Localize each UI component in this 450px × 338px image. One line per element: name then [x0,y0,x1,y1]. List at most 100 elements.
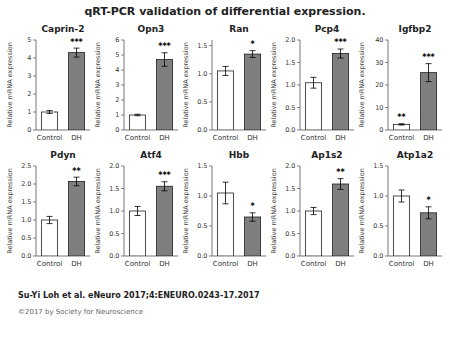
error-line [252,213,253,221]
y-tick [385,196,388,197]
panel: Opn3Relative mRNA expression0123456***Co… [94,24,178,142]
y-tick [33,184,36,185]
y-tick-label: 2.0 [21,180,31,188]
y-tick-label: 20 [375,81,383,89]
y-axis-label: Relative mRNA expression [358,42,366,128]
x-tick-label: Control [389,134,414,142]
bar [420,213,436,256]
y-tick [121,115,124,116]
y-axis-label: Relative mRNA expression [182,42,190,128]
y-tick [209,166,212,167]
x-tick-label: DH [423,260,434,268]
marks [217,51,260,130]
bar [217,71,233,130]
y-tick-label: 40 [375,36,383,44]
y-tick [297,107,300,108]
error-line [164,53,165,67]
y-tick-label: 1.0 [21,216,31,224]
bar [332,54,348,131]
y-tick-label: 30 [375,59,383,67]
y-tick-label: 0 [27,126,31,134]
x-tick-label: Control [125,134,150,142]
bar [41,112,57,130]
marks [41,177,84,256]
error-cap [74,185,80,186]
error-bar [47,111,53,114]
error-line [252,51,253,58]
bar [332,184,348,256]
y-tick [385,130,388,131]
error-line [340,179,341,190]
bar [305,83,321,130]
error-bar [162,182,168,191]
bar [41,220,57,256]
panel: Ap1s2Relative mRNA expression0.00.51.01.… [270,150,354,268]
x-tick-label: DH [423,134,434,142]
x-tick-label: Control [301,260,326,268]
background [0,0,450,338]
error-cap [135,115,141,116]
error-cap [311,88,317,89]
y-tick-label: 5 [115,51,119,59]
y-tick [209,130,212,131]
y-tick [121,256,124,257]
y-tick [33,112,36,113]
error-cap [426,218,432,219]
y-tick [209,196,212,197]
y-axis [388,166,389,256]
y-axis-label: Relative mRNA expression [358,168,366,254]
y-tick [121,70,124,71]
bar [305,211,321,256]
y-tick [33,94,36,95]
error-cap [162,66,168,67]
bar [156,186,172,256]
y-axis [212,166,213,256]
error-cap [74,48,80,49]
y-tick-label: 1.5 [285,185,295,193]
error-cap [223,66,229,67]
error-bar [223,182,229,204]
y-tick [33,202,36,203]
y-tick-label: 5 [27,36,31,44]
y-axis [388,40,389,130]
y-tick [209,101,212,102]
x-tick-label: Control [37,260,62,268]
error-cap [338,58,344,59]
error-cap [223,182,229,183]
panel-title: Atf4 [140,150,161,160]
y-tick [297,40,300,41]
error-line [76,48,77,57]
error-bar [426,64,432,82]
error-cap [47,113,53,114]
error-line [137,207,138,216]
y-tick [33,58,36,59]
error-cap [426,81,432,82]
y-tick-label: 0.0 [197,252,207,260]
bar [156,60,172,131]
y-tick-label: 1 [115,111,119,119]
panel-title: Atp1a2 [397,150,433,160]
y-tick-label: 0 [379,126,383,134]
error-cap [74,177,80,178]
y-tick [33,166,36,167]
error-bar [74,177,80,186]
marks [129,53,172,130]
error-line [401,190,402,202]
panel: Atp1a2Relative mRNA expression0.00.51.01… [358,150,442,268]
error-cap [250,212,256,213]
x-tick-label: Control [301,134,326,142]
bar [129,211,145,256]
y-axis-label: Relative mRNA expression [182,168,190,254]
marks [41,48,84,130]
y-axis-label: Relative mRNA expression [6,42,14,128]
error-cap [135,215,141,216]
y-tick-label: 1.0 [197,192,207,200]
error-cap [47,110,53,111]
panel-title: Opn3 [138,24,165,34]
error-line [49,111,50,114]
error-bar [311,207,317,214]
marks [393,64,436,130]
y-tick-label: 0.5 [285,104,295,112]
panel-title: Hbb [229,150,250,160]
error-line [313,77,314,88]
